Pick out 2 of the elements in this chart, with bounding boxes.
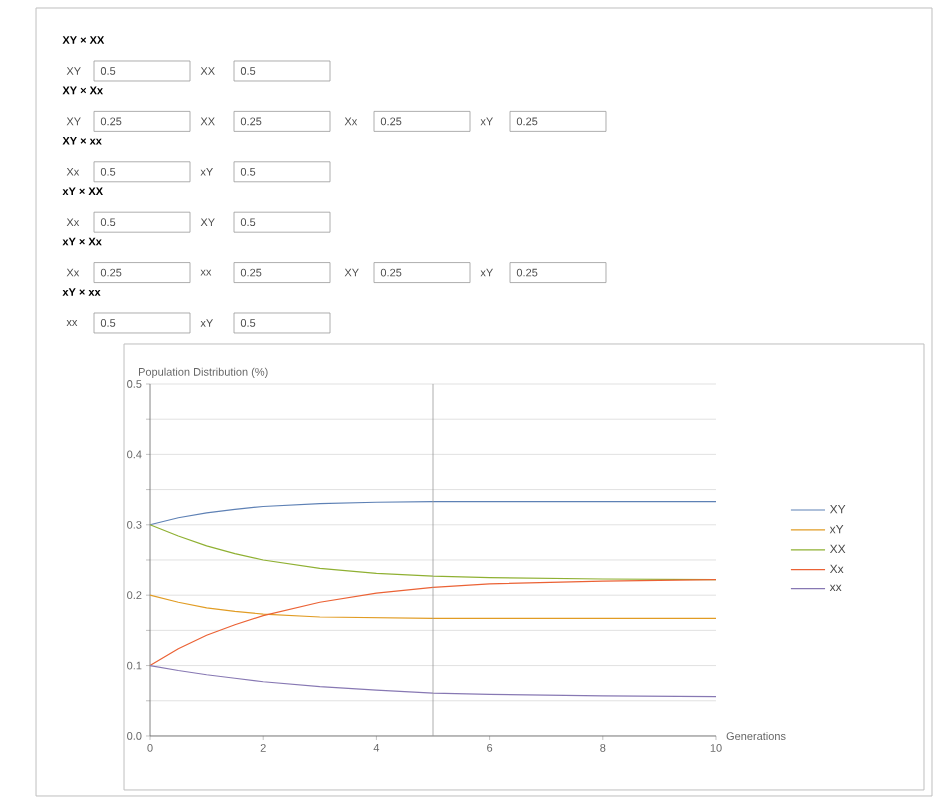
- line-series: [149, 579, 717, 667]
- line-series: [149, 664, 717, 698]
